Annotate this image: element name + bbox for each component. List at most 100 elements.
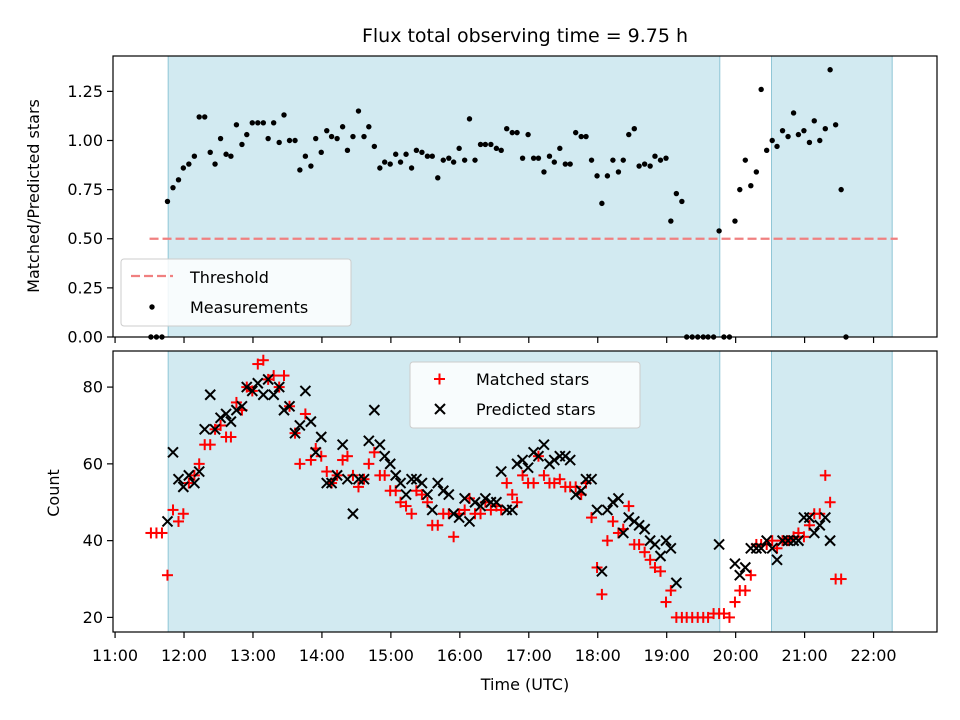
- measurement-point: [583, 133, 589, 140]
- matched-stars-point: [352, 481, 364, 493]
- matched-stars-point: [644, 554, 656, 566]
- measurement-point: [572, 129, 579, 136]
- predicted-stars-point: [591, 504, 603, 516]
- measurement-point: [180, 165, 187, 171]
- matched-stars-point: [215, 419, 227, 431]
- matched-stars-point: [798, 531, 810, 543]
- predicted-stars-point: [447, 508, 460, 520]
- predicted-stars-point: [511, 458, 523, 470]
- measurement-point: [631, 126, 637, 132]
- measurement-point: [228, 153, 234, 159]
- legend-predicted-label: Predicted stars: [476, 400, 596, 419]
- measurement-point: [255, 120, 261, 126]
- predicted-stars-point: [729, 557, 741, 570]
- y-tick-label: 20: [83, 608, 103, 627]
- measurement-point: [732, 218, 738, 224]
- matched-stars-point: [400, 500, 412, 512]
- predicted-stars-point: [183, 469, 195, 482]
- predicted-stars-point: [623, 511, 635, 524]
- measurement-point: [790, 110, 797, 116]
- measurement-point: [334, 135, 340, 142]
- predicted-stars-point: [713, 538, 725, 551]
- matched-stars-point: [665, 585, 677, 597]
- predicted-stars-point: [495, 465, 507, 478]
- measurement-point: [217, 135, 224, 142]
- predicted-stars-point: [305, 415, 317, 428]
- measurement-point: [514, 129, 520, 136]
- matched-stars-point: [660, 596, 672, 608]
- y-tick-label: 0.75: [67, 180, 103, 199]
- matched-stars-point: [459, 504, 471, 516]
- predicted-stars-point: [410, 473, 423, 485]
- matched-stars-point: [278, 370, 290, 382]
- measurement-point: [324, 127, 330, 134]
- measurement-point: [811, 118, 817, 124]
- matched-stars-point: [485, 504, 497, 516]
- legend-matched-swatch: [434, 373, 445, 385]
- x-axis-label: Time (UTC): [480, 675, 569, 694]
- legend-predicted-swatch: [434, 403, 446, 415]
- measurement-point: [403, 151, 409, 157]
- matched-stars-point: [294, 458, 306, 470]
- predicted-stars-point: [607, 496, 619, 508]
- predicted-stars-point: [416, 477, 428, 489]
- measurement-point: [716, 228, 722, 234]
- measurement-point: [286, 137, 293, 144]
- matched-stars-point: [379, 469, 391, 481]
- predicted-stars-point: [660, 534, 672, 547]
- predicted-stars-point: [336, 438, 349, 451]
- predicted-stars-point: [241, 381, 253, 393]
- matched-stars-point: [739, 585, 751, 597]
- measurement-point: [737, 186, 743, 193]
- measurement-point: [202, 114, 208, 120]
- predicted-stars-point: [310, 446, 322, 459]
- predicted-stars-point: [601, 504, 614, 516]
- predicted-stars-point: [230, 404, 243, 416]
- x-tick-label: 11:00: [92, 646, 138, 665]
- predicted-stars-point: [246, 385, 258, 397]
- measurement-point: [260, 120, 267, 126]
- measurement-point: [175, 177, 182, 183]
- measurement-point: [239, 141, 245, 148]
- measurement-point: [361, 133, 367, 140]
- predicted-stars-point: [437, 485, 449, 497]
- predicted-stars-point: [522, 461, 534, 474]
- matched-stars-point: [819, 469, 831, 481]
- matched-stars-point: [729, 596, 741, 608]
- measurement-point: [355, 108, 362, 114]
- predicted-stars-point: [294, 419, 306, 432]
- matched-stars-point: [252, 358, 264, 370]
- predicted-stars-point: [819, 511, 832, 524]
- matched-stars-point: [639, 546, 651, 558]
- predicted-stars-point: [532, 450, 545, 462]
- measurement-point: [493, 145, 500, 152]
- predicted-stars-point: [167, 446, 179, 459]
- matched-stars-point: [596, 588, 608, 600]
- x-tick-label: 15:00: [368, 646, 414, 665]
- matched-stars-point: [649, 562, 661, 574]
- predicted-stars-point: [670, 577, 683, 589]
- predicted-stars-point: [649, 538, 661, 551]
- predicted-stars-point: [453, 511, 465, 524]
- matched-stars-point: [601, 535, 613, 547]
- predicted-stars-point: [771, 554, 783, 566]
- predicted-stars-point: [596, 565, 608, 578]
- predicted-stars-point: [808, 527, 820, 539]
- measurement-point: [408, 165, 415, 171]
- matched-stars-point: [654, 565, 666, 577]
- x-tick-label: 20:00: [713, 646, 759, 665]
- x-tick-label: 18:00: [575, 646, 621, 665]
- x-tick-label: 17:00: [506, 646, 552, 665]
- measurement-point: [419, 149, 425, 155]
- top-panel: 0.00 0.25 0.50 0.75 1.00 1.25 Threshold Measure…: [67, 55, 938, 347]
- legend-measurements-label: Measurements: [190, 298, 308, 317]
- predicted-stars-point: [638, 523, 651, 535]
- x-tick-label: 12:00: [161, 646, 207, 665]
- matched-stars-point: [814, 508, 826, 520]
- measurement-point: [244, 131, 250, 138]
- measurement-point: [626, 131, 632, 138]
- measurement-point: [477, 141, 484, 148]
- y-axis-label-bottom: Count: [44, 469, 63, 517]
- predicted-stars-point: [750, 542, 763, 555]
- measurement-point: [233, 122, 240, 128]
